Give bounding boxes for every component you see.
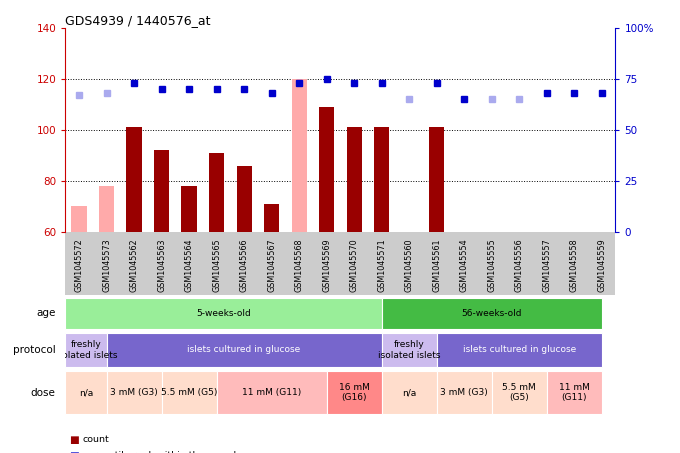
- Bar: [456, 232, 472, 252]
- Text: 5.5 mM
(G5): 5.5 mM (G5): [503, 383, 536, 402]
- Bar: [107, 371, 162, 414]
- Text: n/a: n/a: [79, 388, 93, 397]
- Bar: [381, 333, 437, 367]
- Bar: [319, 107, 334, 232]
- Text: 3 mM (G3): 3 mM (G3): [110, 388, 158, 397]
- Bar: [71, 207, 86, 232]
- Text: dose: dose: [31, 387, 56, 397]
- Bar: [264, 204, 279, 232]
- Text: 5.5 mM (G5): 5.5 mM (G5): [161, 388, 217, 397]
- Bar: [154, 150, 169, 232]
- Bar: [566, 232, 581, 296]
- Bar: [484, 232, 499, 275]
- Text: n/a: n/a: [402, 388, 416, 397]
- Bar: [539, 232, 554, 288]
- Bar: [347, 127, 362, 232]
- Bar: [65, 371, 107, 414]
- Text: freshly
isolated islets: freshly isolated islets: [54, 340, 117, 360]
- Bar: [107, 333, 381, 367]
- Bar: [437, 333, 602, 367]
- Bar: [65, 333, 107, 367]
- Text: ■: ■: [69, 435, 78, 445]
- Text: 3 mM (G3): 3 mM (G3): [440, 388, 488, 397]
- Text: GDS4939 / 1440576_at: GDS4939 / 1440576_at: [65, 14, 211, 27]
- Text: 11 mM
(G11): 11 mM (G11): [559, 383, 590, 402]
- Text: freshly
isolated islets: freshly isolated islets: [378, 340, 441, 360]
- Text: count: count: [82, 435, 109, 444]
- Bar: [429, 127, 444, 232]
- Text: percentile rank within the sample: percentile rank within the sample: [82, 451, 242, 453]
- Bar: [162, 371, 216, 414]
- Bar: [374, 127, 389, 232]
- Bar: [437, 371, 492, 414]
- Bar: [381, 371, 437, 414]
- Bar: [65, 298, 381, 329]
- Text: 16 mM
(G16): 16 mM (G16): [339, 383, 369, 402]
- Bar: [216, 371, 326, 414]
- Bar: [492, 371, 547, 414]
- Bar: [511, 232, 527, 308]
- Bar: [326, 371, 381, 414]
- Text: 11 mM (G11): 11 mM (G11): [242, 388, 301, 397]
- Bar: [126, 127, 141, 232]
- Text: islets cultured in glucose: islets cultured in glucose: [188, 346, 301, 355]
- Text: protocol: protocol: [13, 345, 56, 355]
- Text: islets cultured in glucose: islets cultured in glucose: [462, 346, 576, 355]
- Text: age: age: [36, 308, 56, 318]
- Text: 56-weeks-old: 56-weeks-old: [461, 309, 522, 318]
- Bar: [292, 79, 307, 232]
- Bar: [182, 186, 197, 232]
- Bar: [237, 166, 252, 232]
- Text: 5-weeks-old: 5-weeks-old: [196, 309, 251, 318]
- Bar: [99, 186, 114, 232]
- Bar: [381, 298, 602, 329]
- Bar: [402, 232, 417, 347]
- Bar: [209, 153, 224, 232]
- Text: ■: ■: [69, 451, 78, 453]
- Bar: [594, 232, 609, 326]
- Bar: [547, 371, 602, 414]
